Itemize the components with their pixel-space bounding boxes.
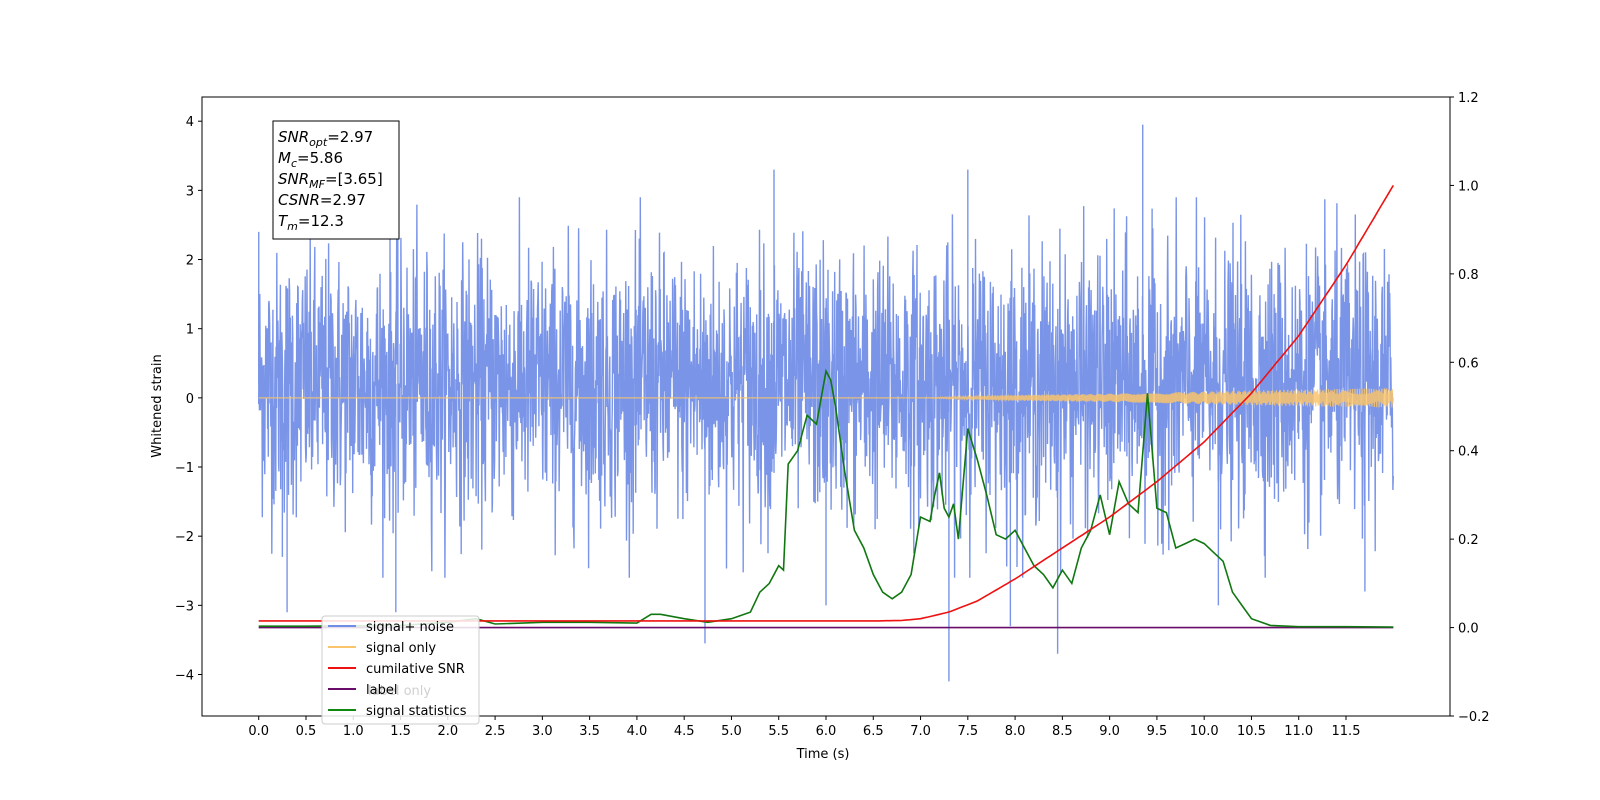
annotation-value: =5.86 [297,149,343,167]
annotation-value: =12.3 [298,212,344,230]
legend-frame [321,615,480,725]
y2-tick-label: −0.2 [1458,710,1490,725]
y2-tick-label: 1.2 [1458,91,1479,106]
y-tick-label: −3 [175,599,194,614]
x-axis: 0.0 0.5 1.0 1.5 2.0 2.5 3.0 3.5 4.0 4.5 5.0 5.5 6.0 6… [248,716,1360,739]
legend-label: signal only [366,641,436,656]
annotation-symbol: CSNR [278,191,320,209]
x-tick-label: 11.0 [1284,724,1313,739]
legend-hidden-label: label only [368,684,431,699]
y-tick-label: 0 [186,392,194,407]
y-axis-label: Whitened strain [150,354,165,457]
x-tick-label: 4.5 [674,724,695,739]
x-tick-label: 3.5 [579,724,600,739]
x-axis-label: Time (s) [796,747,850,762]
annotation-symbol: M [278,149,291,167]
x-tick-label: 10.5 [1237,724,1266,739]
x-tick-label: 9.0 [1099,724,1120,739]
x-tick-label: 9.5 [1147,724,1168,739]
y-tick-label: −1 [175,461,194,476]
annotation-subscript: c [291,157,297,170]
x-tick-label: 7.5 [957,724,978,739]
plot-area [258,124,1394,682]
annotation-line: SNRMF=[3.65] [278,170,383,191]
annotation-symbol: SNR [278,128,309,146]
annotation-value: =[3.65] [325,170,383,188]
x-tick-label: 4.0 [627,724,648,739]
x-tick-label: 7.0 [910,724,931,739]
legend-label: label [366,683,397,698]
annotation-symbol: T [278,212,289,230]
annotation-line: Tm=12.3 [278,212,344,233]
annotation-value: =2.97 [327,128,373,146]
annotation-line: CSNR=2.97 [278,191,366,209]
y-tick-label: 1 [186,323,194,338]
x-tick-label: 2.5 [485,724,506,739]
annotation-subscript: opt [309,136,328,149]
y2-tick-label: 0.0 [1458,622,1479,637]
stats-annotation-box: SNRopt=2.97Mc=5.86SNRMF=[3.65]CSNR=2.97T… [272,120,400,240]
y2-tick-label: 0.2 [1458,533,1479,548]
x-tick-label: 5.0 [721,724,742,739]
x-tick-label: 8.0 [1005,724,1026,739]
x-tick-label: 2.0 [437,724,458,739]
annotation-value: =2.97 [320,191,366,209]
x-tick-label: 0.0 [248,724,269,739]
legend-label: signal statistics [366,704,467,719]
x-tick-label: 3.0 [532,724,553,739]
y2-tick-label: 0.4 [1458,445,1479,460]
series-signal-noise [258,197,1394,578]
y-tick-label: 2 [186,254,194,269]
annotation-subscript: MF [309,178,325,191]
x-tick-label: 11.5 [1332,724,1361,739]
series-signal-only [258,388,1394,408]
legend-label: signal+ noise [366,620,454,635]
y-tick-label: −4 [175,669,194,684]
x-tick-label: 6.0 [816,724,837,739]
y2-tick-label: 0.6 [1458,356,1479,371]
annotation-line: SNRopt=2.97 [278,128,373,149]
x-tick-label: 5.5 [768,724,789,739]
y2-tick-label: 1.0 [1458,179,1479,194]
annotation-frame [272,120,400,240]
y-axis-left: 4 3 2 1 0 −1 −2 −3 −4 [175,115,202,684]
legend-label: cumilative SNR [366,662,465,677]
y-tick-label: 4 [186,115,194,130]
y2-tick-label: 0.8 [1458,268,1479,283]
x-tick-label: 1.5 [390,724,411,739]
y-tick-label: −2 [175,530,194,545]
annotation-symbol: SNR [278,170,309,188]
annotation-line: Mc=5.86 [278,149,343,170]
x-tick-label: 10.0 [1190,724,1219,739]
x-tick-label: 0.5 [296,724,317,739]
x-tick-label: 8.5 [1052,724,1073,739]
x-tick-label: 1.0 [343,724,364,739]
y-axis-right: 1.2 1.0 0.8 0.6 0.4 0.2 0.0 −0.2 [1450,91,1490,725]
y-tick-label: 3 [186,184,194,199]
x-tick-label: 6.5 [863,724,884,739]
legend: label only signal+ noise signal only cumila… [321,615,480,725]
annotation-subscript: m [287,220,298,233]
